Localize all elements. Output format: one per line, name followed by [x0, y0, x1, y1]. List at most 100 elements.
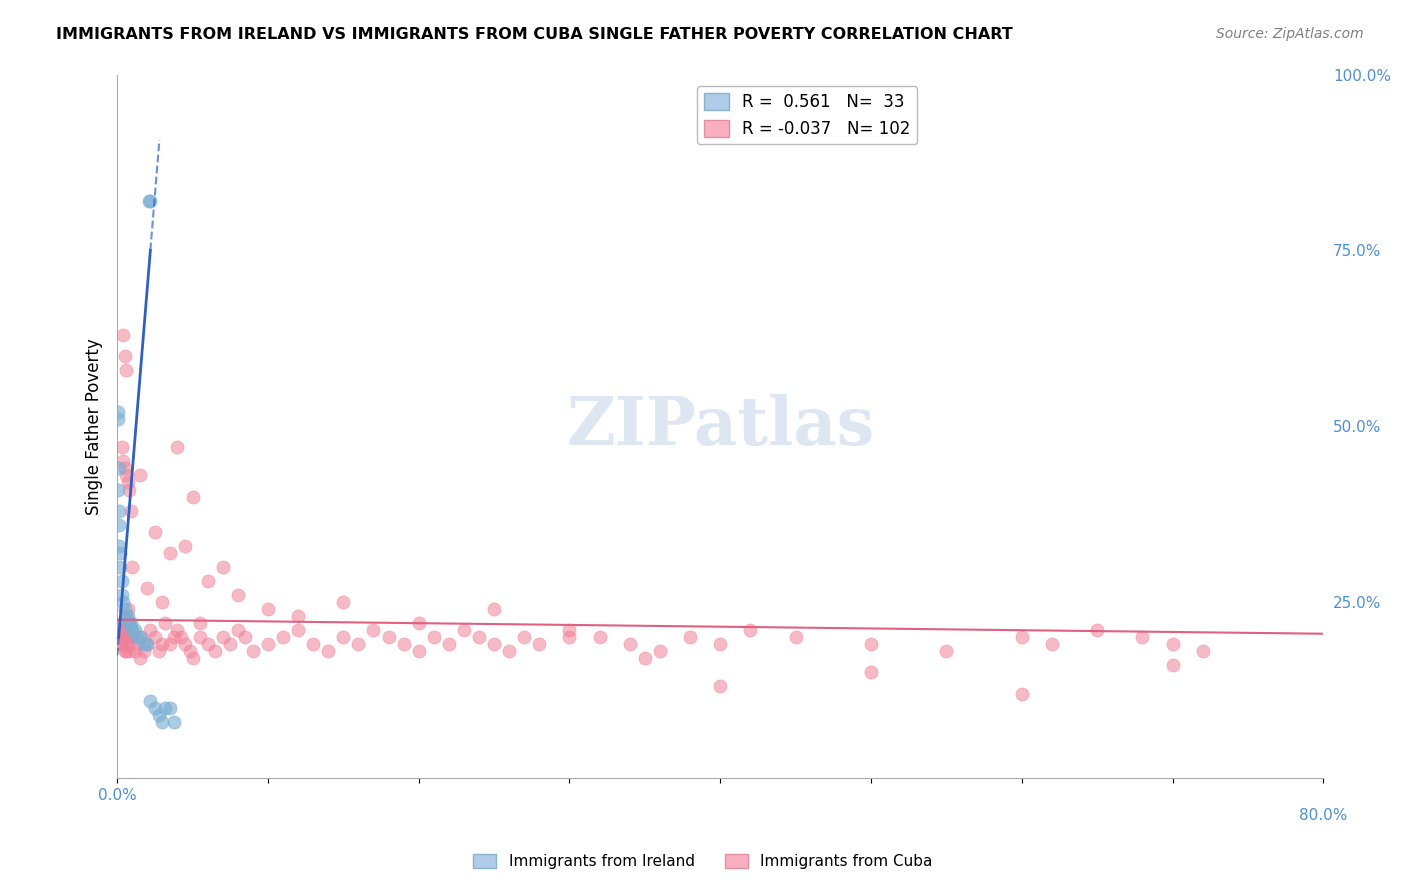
- Point: [211, 630, 233, 644]
- Point: [107, 412, 129, 426]
- Point: [121, 624, 143, 638]
- Point: [159, 546, 181, 560]
- Point: [859, 637, 882, 651]
- Point: [529, 637, 551, 651]
- Point: [125, 630, 148, 644]
- Point: [588, 630, 610, 644]
- Point: [117, 609, 139, 624]
- Point: [128, 468, 150, 483]
- Point: [482, 602, 505, 616]
- Point: [363, 624, 385, 638]
- Point: [377, 630, 399, 644]
- Point: [131, 630, 153, 644]
- Point: [115, 363, 138, 377]
- Point: [1191, 644, 1213, 658]
- Point: [219, 637, 242, 651]
- Point: [112, 595, 135, 609]
- Point: [112, 624, 135, 638]
- Point: [859, 665, 882, 680]
- Point: [107, 503, 129, 517]
- Point: [679, 630, 702, 644]
- Point: [118, 616, 141, 631]
- Point: [125, 637, 148, 651]
- Point: [242, 644, 264, 658]
- Point: [121, 560, 143, 574]
- Point: [114, 461, 136, 475]
- Point: [117, 637, 139, 651]
- Point: [117, 475, 139, 490]
- Point: [197, 574, 219, 588]
- Point: [138, 194, 160, 208]
- Point: [136, 637, 159, 651]
- Point: [211, 560, 233, 574]
- Point: [166, 624, 188, 638]
- Text: 80.0%: 80.0%: [1299, 808, 1347, 823]
- Point: [197, 637, 219, 651]
- Point: [139, 194, 162, 208]
- Point: [117, 602, 139, 616]
- Point: [287, 609, 309, 624]
- Point: [226, 624, 249, 638]
- Point: [634, 651, 657, 665]
- Point: [118, 644, 141, 658]
- Point: [111, 630, 134, 644]
- Point: [111, 616, 134, 631]
- Point: [159, 637, 181, 651]
- Point: [139, 693, 162, 707]
- Point: [181, 490, 204, 504]
- Point: [120, 616, 142, 631]
- Point: [169, 630, 191, 644]
- Point: [117, 630, 139, 644]
- Point: [152, 595, 174, 609]
- Point: [174, 637, 197, 651]
- Point: [118, 630, 141, 644]
- Point: [108, 517, 131, 532]
- Point: [128, 630, 150, 644]
- Point: [107, 630, 129, 644]
- Point: [437, 637, 460, 651]
- Point: [155, 616, 177, 631]
- Point: [155, 700, 177, 714]
- Point: [1161, 637, 1184, 651]
- Point: [740, 624, 762, 638]
- Point: [188, 630, 211, 644]
- Point: [179, 644, 201, 658]
- Point: [498, 644, 520, 658]
- Point: [107, 461, 129, 475]
- Point: [118, 483, 141, 497]
- Point: [152, 637, 174, 651]
- Point: [468, 630, 491, 644]
- Point: [111, 637, 134, 651]
- Point: [118, 616, 141, 631]
- Point: [115, 609, 138, 624]
- Point: [408, 616, 430, 631]
- Point: [115, 624, 138, 638]
- Point: [134, 644, 156, 658]
- Legend: R =  0.561   N=  33, R = -0.037   N= 102: R = 0.561 N= 33, R = -0.037 N= 102: [697, 87, 917, 145]
- Point: [111, 588, 134, 602]
- Point: [316, 644, 339, 658]
- Point: [148, 707, 170, 722]
- Point: [111, 440, 134, 454]
- Point: [121, 630, 143, 644]
- Point: [120, 630, 142, 644]
- Point: [118, 616, 141, 631]
- Text: Source: ZipAtlas.com: Source: ZipAtlas.com: [1216, 27, 1364, 41]
- Point: [143, 630, 166, 644]
- Point: [257, 637, 280, 651]
- Point: [114, 616, 136, 631]
- Point: [120, 624, 142, 638]
- Point: [143, 524, 166, 539]
- Point: [114, 644, 136, 658]
- Point: [204, 644, 226, 658]
- Legend: Immigrants from Ireland, Immigrants from Cuba: Immigrants from Ireland, Immigrants from…: [467, 848, 939, 875]
- Point: [115, 644, 138, 658]
- Point: [112, 454, 135, 468]
- Point: [112, 624, 135, 638]
- Point: [1130, 630, 1153, 644]
- Point: [107, 483, 129, 497]
- Point: [332, 595, 354, 609]
- Point: [1161, 658, 1184, 673]
- Point: [112, 327, 135, 342]
- Point: [163, 714, 186, 729]
